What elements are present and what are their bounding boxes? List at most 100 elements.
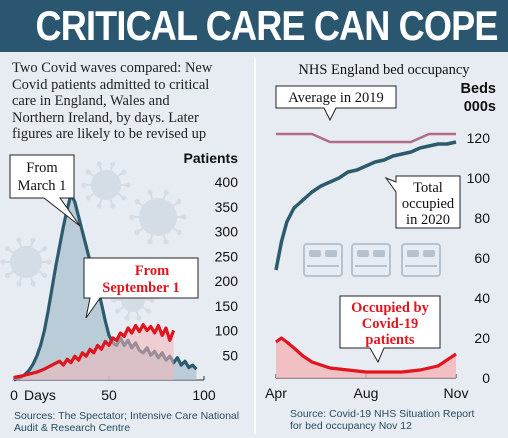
- callout-line: September 1: [102, 280, 179, 296]
- y-tick-label: 400: [215, 174, 239, 190]
- virus-spike-tip: [4, 272, 10, 279]
- bed-frame: [351, 243, 391, 277]
- virus-spike-tip: [46, 259, 52, 265]
- callout-line: March 1: [18, 178, 67, 194]
- y-tick-label: 0: [482, 370, 490, 386]
- virus-spike-tip: [96, 161, 102, 167]
- x-tick-label: Apr: [265, 385, 287, 401]
- series-area-march: [14, 194, 197, 380]
- virus-body: [10, 246, 42, 278]
- virus-spike-tip: [147, 239, 153, 245]
- intro-line: figures are likely to be revised up: [12, 126, 207, 142]
- bed-pillow: [309, 250, 321, 257]
- series-line-average-2019: [276, 132, 456, 144]
- intro-line: Covid patients admitted to critical: [12, 76, 210, 93]
- intro-line: care in England, Wales and: [12, 93, 170, 109]
- virus-spike-tip: [42, 245, 48, 252]
- virus-spike-tip: [125, 182, 131, 188]
- bed-pillow: [373, 250, 385, 257]
- series-area-covid: [276, 338, 456, 378]
- y-tick-label: 300: [215, 224, 239, 240]
- virus-spike-tip: [134, 229, 140, 235]
- bed-frame: [303, 243, 343, 277]
- virus-spike-tip: [110, 161, 116, 167]
- virus-icon: [81, 161, 131, 209]
- series-line-total-occupied: [274, 140, 457, 271]
- virus-spike-tip: [111, 297, 117, 303]
- bed-icon: [401, 243, 441, 277]
- callout-line: Occupied by: [351, 300, 429, 316]
- left-source: Sources: The Spectator; Intensive Care N…: [14, 410, 239, 434]
- y-axis-label: Beds: [461, 81, 496, 97]
- bed-pillow: [325, 250, 337, 257]
- callout-box-average: [275, 85, 397, 122]
- virus-body: [91, 170, 121, 200]
- series-line-covid: [275, 336, 457, 374]
- virus-spike-tip: [81, 182, 87, 188]
- virus-spike-tip: [136, 315, 142, 321]
- intro-line: Two Covid waves compared: New: [12, 60, 213, 76]
- callout-box-september: [83, 257, 199, 319]
- y-tick-label: 250: [215, 248, 239, 264]
- virus-spike-tip: [163, 239, 169, 245]
- left-intro-text: Two Covid waves compared: New Covid pati…: [12, 60, 248, 143]
- virus-spike-tip: [121, 169, 127, 175]
- virus-spike-tip: [85, 195, 91, 201]
- intro-line: Northern Ireland, by days. Later: [12, 109, 199, 126]
- virus-icon: [129, 189, 187, 245]
- virus-spike-tip: [124, 315, 130, 321]
- y-tick-label: 150: [215, 298, 239, 314]
- callout-line: Total: [413, 180, 443, 196]
- source-line: Sources: The Spectator; Intensive Care N…: [14, 410, 240, 422]
- virus-spike-tip: [134, 199, 140, 205]
- callout-line: Covid-19: [362, 316, 418, 332]
- y-axis-label: Patients: [184, 150, 239, 166]
- virus-spike-tip: [0, 259, 6, 265]
- y-tick-label: 80: [474, 210, 490, 226]
- source-line: for bed occupancy Nov 12: [290, 420, 412, 432]
- virus-spike-tip: [85, 169, 91, 175]
- virus-spike-tip: [16, 281, 22, 287]
- callout-line: patients: [365, 332, 415, 348]
- x-tick-label: 100: [192, 387, 216, 403]
- x-axis-label: Days: [24, 387, 56, 403]
- virus-spike-tip: [96, 203, 102, 209]
- virus-spike-tip: [149, 297, 155, 303]
- y-tick-label: 200: [215, 273, 239, 289]
- virus-spike-tip: [42, 272, 48, 279]
- y-tick-label: 20: [474, 330, 490, 346]
- bed-frame: [401, 243, 441, 277]
- header-banner: CRITICAL CARE CAN COPE: [0, 0, 508, 52]
- virus-body: [139, 198, 177, 236]
- virus-spike-tip: [176, 199, 182, 205]
- virus-spike-tip: [16, 237, 22, 243]
- callout-box-total: [384, 175, 461, 229]
- bed-icon: [303, 243, 343, 277]
- y-tick-label: 40: [474, 290, 490, 306]
- right-chart-title: NHS England bed occupancy: [298, 62, 470, 78]
- virus-spike-tip: [115, 308, 121, 314]
- callout-line: occupied: [402, 196, 455, 212]
- headline: CRITICAL CARE CAN COPE: [35, 2, 499, 49]
- y-tick-label: 50: [222, 347, 238, 363]
- virus-spike-tip: [4, 245, 10, 252]
- y-axis-label: 000s: [464, 99, 496, 115]
- virus-spike-tip: [163, 189, 169, 195]
- virus-spike-tip: [121, 195, 127, 201]
- y-tick-label: 100: [467, 170, 491, 186]
- panel-divider: [254, 58, 256, 434]
- x-tick-label: Aug: [354, 385, 379, 401]
- x-tick-label: Nov: [444, 385, 469, 401]
- virus-spike-tip: [30, 237, 36, 243]
- callout-line: in 2020: [406, 212, 450, 228]
- y-tick-label: 350: [215, 199, 239, 215]
- series-area-september: [14, 324, 174, 380]
- bed-pillow: [407, 250, 419, 257]
- callout-line: From: [135, 263, 169, 279]
- bed-pillow: [423, 250, 435, 257]
- bed-pillow: [357, 250, 369, 257]
- x-tick-label: 0: [10, 387, 18, 403]
- virus-spike-tip: [110, 203, 116, 209]
